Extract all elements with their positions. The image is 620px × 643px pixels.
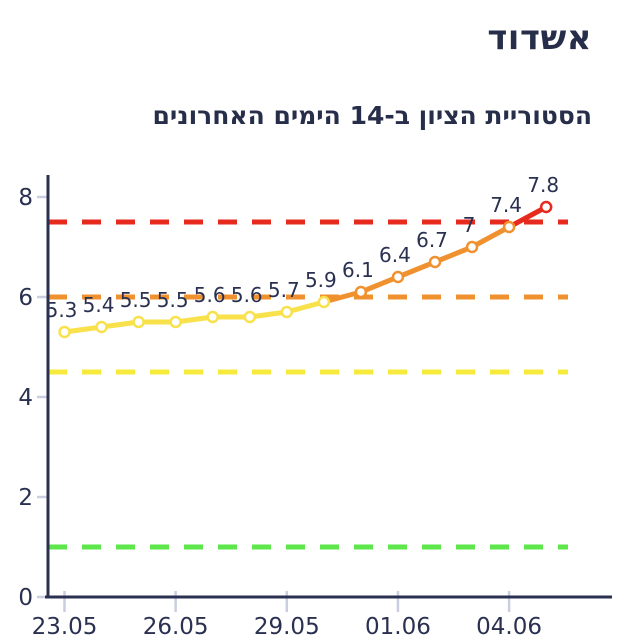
data-point-marker [502, 220, 516, 234]
data-point-label: 6.4 [379, 243, 411, 267]
data-point-marker [280, 305, 294, 319]
data-point-marker [428, 255, 442, 269]
score-line-segment [321, 289, 364, 305]
data-point-marker [169, 315, 182, 329]
data-point-marker [58, 325, 71, 339]
x-tick-label: 23.05 [32, 614, 98, 640]
score-line-segment [506, 204, 549, 230]
x-tick-label: 26.05 [143, 614, 209, 640]
y-tick-label: 8 [18, 185, 33, 211]
data-point-label: 7 [463, 213, 476, 237]
y-tick-label: 2 [18, 485, 33, 511]
data-point-label: 5.4 [83, 293, 115, 317]
data-point-marker [354, 285, 368, 299]
y-tick-label: 4 [18, 385, 33, 411]
data-point-label: 6.1 [342, 258, 374, 282]
data-point-marker [317, 295, 331, 309]
x-tick-label: 04.06 [476, 614, 542, 640]
score-line-segment [284, 299, 327, 315]
data-point-label: 7.8 [527, 173, 559, 197]
data-point-marker [391, 270, 405, 284]
data-point-label: 5.9 [305, 268, 337, 292]
data-point-label: 5.6 [231, 283, 263, 307]
data-point-marker [132, 315, 145, 329]
data-point-label: 5.5 [157, 288, 189, 312]
data-point-marker [206, 310, 219, 324]
score-line-segment [358, 274, 401, 295]
data-point-marker [243, 310, 256, 324]
data-point-label: 7.4 [490, 193, 522, 217]
data-point-label: 5.5 [120, 288, 152, 312]
y-tick-label: 0 [18, 585, 33, 611]
page-title: אשדוד [487, 18, 592, 58]
y-tick-label: 6 [18, 285, 33, 311]
score-line-segment [395, 259, 438, 280]
score-line-segment [469, 224, 512, 250]
data-point-label: 6.7 [416, 228, 448, 252]
data-point-marker [539, 200, 553, 214]
data-point-marker [465, 240, 479, 254]
chart-subtitle: הסטוריית הציון ב-14 הימים האחרונים [152, 101, 592, 130]
data-point-marker [95, 320, 108, 334]
x-tick-label: 29.05 [254, 614, 320, 640]
data-point-label: 5.3 [46, 298, 78, 322]
data-point-label: 5.7 [268, 278, 300, 302]
score-line-segment [432, 244, 475, 265]
data-point-label: 5.6 [194, 283, 226, 307]
x-tick-label: 01.06 [365, 614, 431, 640]
